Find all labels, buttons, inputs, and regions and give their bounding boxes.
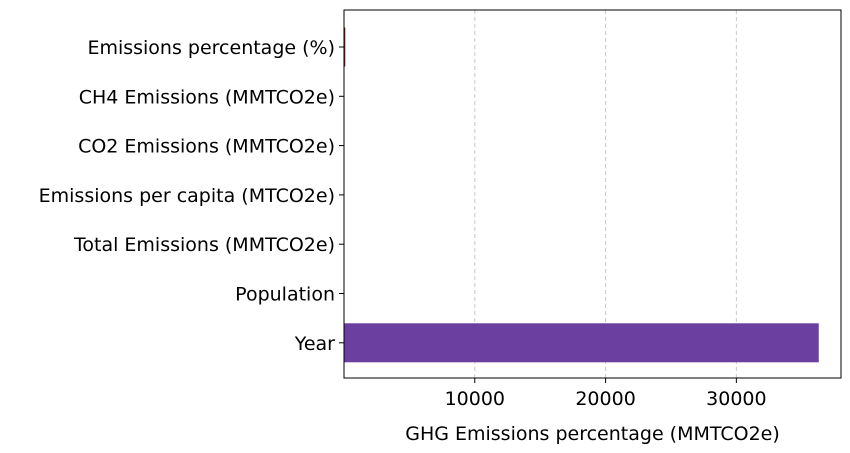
bar [344, 323, 819, 363]
x-tick-label: 10000 [445, 388, 505, 410]
bars [344, 27, 819, 363]
plot-frame [343, 9, 842, 379]
y-category-label: Population [235, 284, 335, 306]
bar [344, 27, 346, 67]
y-category-label: Total Emissions (MMTCO2e) [73, 234, 335, 256]
x-tick-label: 30000 [706, 388, 766, 410]
y-category-label: CH4 Emissions (MMTCO2e) [79, 86, 335, 108]
y-ticks: Emissions percentage (%) CH4 Emissions (M… [39, 37, 344, 355]
grid-lines [474, 10, 737, 378]
y-category-label: Emissions percentage (%) [87, 37, 335, 59]
y-category-label: Year [294, 333, 335, 355]
y-category-label: Emissions per capita (MTCO2e) [39, 185, 335, 207]
y-category-label: CO2 Emissions (MMTCO2e) [78, 136, 335, 158]
x-axis-title: GHG Emissions percentage (MMTCO2e) [405, 423, 780, 445]
x-tick-label: 20000 [575, 388, 635, 410]
x-ticks: 10000 20000 30000 [445, 378, 767, 410]
